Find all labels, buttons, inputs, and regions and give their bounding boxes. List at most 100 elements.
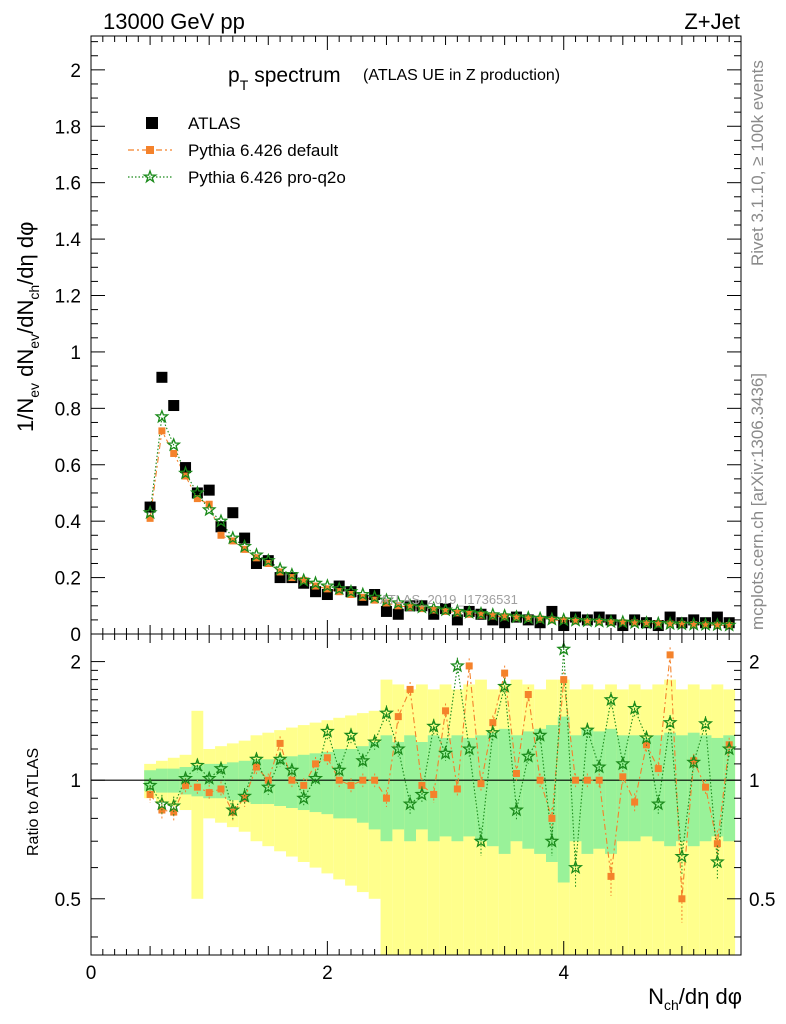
ratio-point-pythia-default	[442, 707, 450, 715]
main-y-tick-label: 0	[70, 625, 81, 646]
ratio-point-pythia-default	[371, 776, 379, 784]
ratio-stat-band	[486, 732, 499, 847]
ratio-stat-band	[522, 731, 535, 849]
rivet-label: Rivet 3.1.10, ≥ 100k events	[748, 60, 767, 266]
atlas-point	[534, 617, 546, 629]
x-axis-label: Nch/dη dφ	[648, 984, 742, 1013]
ratio-y-axis-label: Ratio to ATLAS	[25, 748, 42, 856]
ratio-stat-band	[664, 732, 676, 847]
ratio-y-tick-label: 0.5	[55, 890, 81, 911]
pythia-proq2o-point	[638, 615, 654, 630]
ratio-point-pythia-proq2o	[721, 741, 737, 756]
ratio-point-pythia-default	[619, 773, 627, 781]
ratio-point-pythia-default	[205, 789, 213, 797]
legend-label-atlas: ATLAS	[188, 114, 241, 133]
ratio-point-pythia-proq2o	[532, 727, 548, 742]
atlas-point	[451, 614, 463, 626]
pythia-default-point	[548, 616, 556, 624]
ratio-stat-band	[380, 735, 393, 842]
atlas-point	[333, 580, 345, 592]
pythia-proq2o-point	[650, 615, 666, 630]
pythia-default-point	[666, 620, 674, 628]
ratio-point-pythia-default	[193, 783, 201, 791]
ratio-point-pythia-proq2o	[390, 741, 406, 756]
pythia-default-point	[678, 620, 686, 628]
atlas-point	[487, 614, 499, 626]
ratio-stat-band	[439, 737, 452, 837]
pythia-proq2o-point	[438, 602, 454, 617]
atlas-point	[191, 487, 203, 499]
ratio-point-pythia-proq2o	[296, 790, 312, 805]
ratio-point-pythia-default	[607, 872, 615, 880]
ratio-point-pythia-default	[312, 760, 320, 768]
ratio-stat-band	[356, 746, 369, 823]
ratio-stat-band	[640, 737, 653, 837]
watermark: ATLAS_2019_I1736531	[380, 592, 518, 607]
ratio-point-pythia-proq2o	[461, 741, 477, 756]
pythia-proq2o-point	[343, 583, 359, 598]
main-y-tick-label: 0.8	[55, 399, 81, 420]
pythia-proq2o-point	[331, 581, 347, 596]
ratio-stat-band	[215, 763, 227, 799]
ratio-point-pythia-default	[477, 780, 485, 788]
pythia-proq2o-point	[532, 610, 548, 625]
ratio-point-pythia-proq2o	[627, 700, 643, 715]
ratio-y-tick-label: 2	[70, 653, 81, 674]
pythia-default-point	[146, 514, 154, 522]
legend-item-pythia-proq2o: Pythia 6.426 pro-q2o	[128, 168, 346, 187]
ratio-stat-band	[404, 735, 416, 842]
ratio-point-pythia-proq2o	[343, 727, 359, 742]
ratio-point-pythia-default	[418, 781, 426, 789]
pythia-proq2o-point	[248, 547, 264, 562]
atlas-point	[711, 611, 723, 623]
ratio-stat-band	[711, 737, 724, 837]
pythia-default-point	[300, 576, 308, 584]
pythia-proq2o-point	[508, 609, 524, 624]
ratio-point-pythia-default	[666, 651, 674, 659]
ratio-stat-band	[605, 728, 617, 854]
pythia-proq2o-point	[225, 530, 241, 545]
ratio-point-pythia-default	[548, 814, 556, 822]
pythia-proq2o-point	[367, 589, 383, 604]
pythia-proq2o-point	[213, 513, 229, 528]
main-y-tick-label: 2	[70, 61, 81, 82]
pythia-proq2o-point	[568, 612, 584, 627]
ratio-stat-band	[321, 751, 334, 815]
ratio-point-pythia-proq2o	[178, 770, 194, 785]
legend-item-atlas: ATLAS	[146, 114, 241, 133]
pythia-default-point	[690, 621, 698, 629]
pythia-proq2o-point	[154, 408, 170, 424]
pythia-proq2o-point	[709, 617, 725, 632]
ratio-stat-band	[723, 735, 736, 842]
main-plot-frame	[91, 36, 741, 634]
pythia-default-point	[607, 618, 615, 626]
ratio-line-pythia-proq2o	[149, 649, 730, 868]
pythia-proq2o-point	[497, 607, 513, 623]
ratio-point-pythia-proq2o	[201, 770, 217, 785]
ratio-point-pythia-proq2o	[189, 757, 205, 772]
plot-title: pT spectrum	[228, 64, 341, 93]
main-y-tick-label: 0.2	[55, 569, 81, 590]
ratio-point-pythia-proq2o	[544, 833, 560, 848]
atlas-point	[310, 586, 322, 598]
ratio-stat-band	[557, 716, 570, 883]
ratio-point-pythia-proq2o	[284, 762, 300, 777]
ratio-stat-band	[534, 728, 546, 854]
ratio-stat-band	[475, 735, 487, 842]
pythia-default-point	[619, 619, 627, 627]
ratio-point-pythia-default	[323, 754, 331, 762]
ratio-point-pythia-default	[406, 685, 414, 693]
mcplots-label: mcplots.cern.ch [arXiv:1306.3436]	[748, 373, 767, 630]
legend-item-pythia-default: Pythia 6.426 default	[128, 141, 339, 160]
legend-marker-atlas	[146, 117, 158, 129]
atlas-point	[156, 371, 168, 383]
pythia-default-point	[442, 607, 450, 615]
ratio-point-pythia-default	[347, 781, 355, 789]
ratio-point-pythia-default	[489, 719, 497, 727]
ratio-stat-band	[250, 759, 263, 805]
ratio-point-pythia-default	[690, 757, 698, 765]
pythia-default-point	[489, 612, 497, 620]
ratio-point-pythia-proq2o	[213, 760, 229, 776]
pythia-default-point	[501, 613, 509, 621]
ratio-point-pythia-default	[335, 776, 343, 784]
